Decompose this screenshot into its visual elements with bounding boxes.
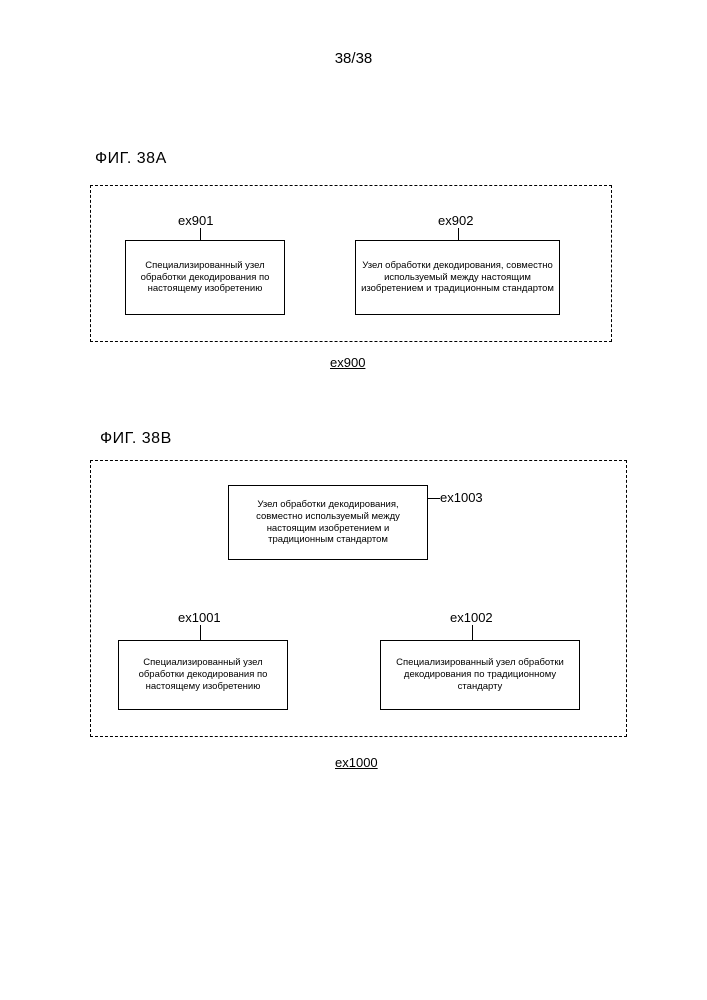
fig-b-box-top-ref-text: ex1003: [440, 490, 483, 505]
fig-b-box-top-ref: ex1003: [440, 490, 483, 505]
fig-a-box2: Узел обработки декодирования, совместно …: [355, 240, 560, 315]
fig-a-box2-lead: [458, 228, 459, 240]
fig-b-box-left-ref-text: ex1001: [178, 610, 221, 625]
fig-a-box2-text: Узел обработки декодирования, совместно …: [360, 260, 555, 296]
fig-b-box-left-text: Специализированный узел обработки декоди…: [123, 657, 283, 693]
fig-a-box1: Специализированный узел обработки декоди…: [125, 240, 285, 315]
fig-a-container-ref: ex900: [330, 355, 365, 370]
fig-b-box-right-text: Специализированный узел обработки декоди…: [385, 657, 575, 693]
fig-a-box2-ref: ex902: [438, 213, 473, 228]
fig-b-container-ref-text: ex1000: [335, 755, 378, 770]
page-root: 38/38 ФИГ. 38А ex901 Специализированный …: [0, 0, 707, 1000]
fig-b-box-right-lead: [472, 625, 473, 640]
page-number: 38/38: [0, 50, 707, 67]
fig-b-label-text: ФИГ. 38В: [100, 430, 172, 447]
fig-a-label-text: ФИГ. 38А: [95, 150, 167, 167]
fig-a-box1-ref-text: ex901: [178, 213, 213, 228]
fig-b-box-top-lead: [428, 498, 440, 499]
fig-a-box2-ref-text: ex902: [438, 213, 473, 228]
fig-b-box-left-lead: [200, 625, 201, 640]
fig-b-box-top-text: Узел обработки декодирования, совместно …: [233, 499, 423, 547]
fig-b-container-ref: ex1000: [335, 755, 378, 770]
page-number-text: 38/38: [335, 50, 373, 67]
fig-b-box-left-ref: ex1001: [178, 610, 221, 625]
fig-a-container-ref-text: ex900: [330, 355, 365, 370]
fig-a-box1-text: Специализированный узел обработки декоди…: [130, 260, 280, 296]
fig-a-label: ФИГ. 38А: [95, 150, 167, 168]
fig-b-box-right-ref-text: ex1002: [450, 610, 493, 625]
fig-b-box-right: Специализированный узел обработки декоди…: [380, 640, 580, 710]
fig-a-box1-lead: [200, 228, 201, 240]
fig-b-box-right-ref: ex1002: [450, 610, 493, 625]
fig-b-box-top: Узел обработки декодирования, совместно …: [228, 485, 428, 560]
fig-b-label: ФИГ. 38В: [100, 430, 172, 448]
fig-b-box-left: Специализированный узел обработки декоди…: [118, 640, 288, 710]
fig-a-box1-ref: ex901: [178, 213, 213, 228]
